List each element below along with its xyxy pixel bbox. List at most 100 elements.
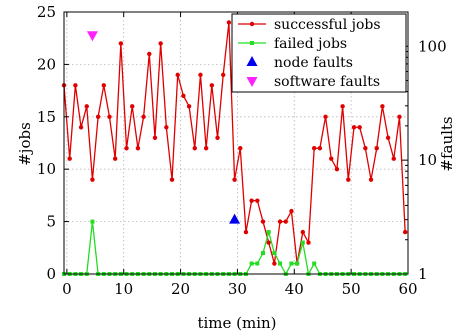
data-point-failed-jobs	[249, 261, 254, 266]
data-point-successful-jobs	[175, 72, 180, 78]
data-point-failed-jobs	[300, 240, 305, 245]
legend-item-failed-jobs: failed jobs	[238, 36, 347, 52]
x-tick-label: 60	[398, 280, 417, 298]
legend-item-node-faults: node faults	[246, 55, 353, 71]
data-point-successful-jobs	[323, 114, 328, 120]
data-point-successful-jobs	[368, 177, 374, 182]
x-axis-label: time (min)	[197, 314, 276, 332]
data-point-failed-jobs	[312, 261, 317, 266]
plot-frame	[63, 11, 409, 275]
series-failed-jobs	[62, 219, 408, 276]
y2-tick-label: 1	[418, 265, 428, 283]
tick-layer: 0 10 20 30 40 50 60 0 5 10 15 20 25 1 10 100	[37, 3, 447, 298]
data-point-successful-jobs	[95, 114, 101, 120]
data-point-successful-jobs	[181, 93, 186, 99]
data-point-successful-jobs	[260, 219, 266, 224]
y2-tick-label: 10	[418, 151, 437, 169]
y-tick-label: 15	[37, 108, 56, 126]
data-point-successful-jobs	[169, 177, 175, 182]
legend-item-software-faults: software faults	[246, 74, 380, 90]
data-point-successful-jobs	[340, 104, 345, 109]
legend-marker	[250, 41, 254, 45]
data-point-successful-jobs	[283, 219, 288, 224]
legend-label: software faults	[274, 74, 380, 90]
data-point-successful-jobs	[192, 146, 197, 151]
y2-axis-label: #faults	[438, 116, 456, 171]
x-tick-label: 30	[228, 280, 247, 298]
data-point-successful-jobs	[266, 240, 271, 245]
legend-box	[231, 13, 407, 93]
data-point-successful-jobs	[243, 229, 249, 235]
data-point-software-faults	[86, 31, 98, 42]
data-point-failed-jobs	[261, 251, 266, 256]
data-point-successful-jobs	[107, 114, 112, 120]
data-point-successful-jobs	[385, 135, 391, 140]
data-point-successful-jobs	[164, 125, 169, 130]
data-point-failed-jobs	[90, 219, 95, 224]
data-point-successful-jobs	[249, 198, 254, 203]
data-point-successful-jobs	[232, 177, 237, 182]
data-point-successful-jobs	[124, 146, 129, 151]
data-point-successful-jobs	[306, 240, 311, 245]
data-point-failed-jobs	[278, 261, 283, 266]
data-point-successful-jobs	[402, 229, 408, 235]
data-point-successful-jobs	[215, 135, 220, 140]
data-point-failed-jobs	[266, 230, 271, 235]
y-tick-label: 5	[46, 213, 56, 231]
legend-marker	[246, 77, 258, 87]
data-point-successful-jobs	[67, 156, 72, 161]
data-point-successful-jobs	[363, 146, 368, 151]
data-point-successful-jobs	[380, 104, 385, 109]
data-point-failed-jobs	[255, 261, 260, 266]
data-point-successful-jobs	[391, 156, 396, 161]
data-point-successful-jobs	[397, 114, 402, 120]
data-point-successful-jobs	[209, 83, 215, 88]
data-point-failed-jobs	[272, 251, 277, 256]
x-tick-label: 20	[171, 280, 190, 298]
data-point-failed-jobs	[295, 261, 300, 266]
data-point-successful-jobs	[118, 41, 124, 46]
data-point-successful-jobs	[135, 146, 141, 151]
data-point-successful-jobs	[351, 125, 357, 130]
y-axis-label: #jobs	[16, 122, 34, 166]
legend: successful jobs failed jobs node faults sof…	[231, 13, 407, 93]
data-point-successful-jobs	[147, 51, 152, 57]
legend-label: successful jobs	[274, 17, 381, 33]
y-tick-label: 0	[46, 265, 56, 283]
data-point-successful-jobs	[186, 104, 192, 109]
data-point-successful-jobs	[329, 156, 334, 161]
series-software-faults	[86, 31, 98, 42]
data-point-successful-jobs	[317, 146, 323, 151]
data-point-successful-jobs	[158, 41, 163, 46]
series-line-failed-jobs	[64, 221, 406, 276]
data-point-successful-jobs	[78, 125, 84, 130]
y-tick-label: 25	[37, 3, 56, 21]
y-tick-label: 10	[37, 160, 56, 178]
data-point-successful-jobs	[238, 146, 243, 151]
y-tick-label: 20	[37, 55, 56, 73]
data-point-successful-jobs	[357, 125, 362, 130]
data-point-node-faults	[229, 213, 241, 224]
data-point-successful-jobs	[101, 83, 107, 88]
data-point-successful-jobs	[152, 135, 158, 140]
data-point-successful-jobs	[255, 198, 260, 203]
legend-item-successful-jobs: successful jobs	[238, 17, 381, 33]
data-point-successful-jobs	[311, 146, 317, 151]
x-tick-label: 10	[114, 280, 133, 298]
data-point-successful-jobs	[374, 146, 379, 151]
legend-label: node faults	[274, 55, 353, 71]
data-point-successful-jobs	[73, 83, 78, 88]
data-point-successful-jobs	[289, 208, 294, 214]
legend-marker	[246, 56, 258, 66]
data-point-successful-jobs	[90, 177, 95, 182]
data-point-successful-jobs	[277, 219, 283, 224]
data-point-successful-jobs	[112, 156, 118, 161]
x-tick-label: 0	[62, 280, 72, 298]
data-point-successful-jobs	[198, 72, 203, 78]
data-point-successful-jobs	[221, 72, 226, 78]
data-point-successful-jobs	[203, 146, 209, 151]
series-node-faults	[229, 213, 241, 224]
data-point-successful-jobs	[272, 261, 277, 266]
data-point-successful-jobs	[334, 167, 340, 172]
